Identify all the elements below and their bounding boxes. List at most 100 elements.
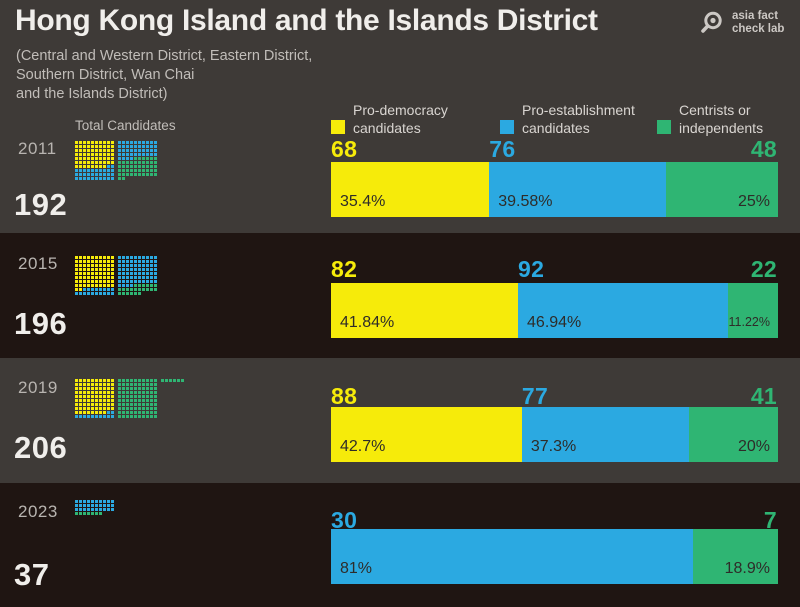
green-dot (150, 169, 153, 172)
green-dot (138, 284, 141, 287)
blue-dot (134, 276, 137, 279)
green-dot (173, 379, 176, 382)
yellow-dot (111, 272, 114, 275)
green-dot (154, 165, 157, 168)
blue-dot (79, 173, 82, 176)
green-dot (142, 415, 145, 418)
green-dot (181, 379, 184, 382)
yellow-dot (87, 411, 90, 414)
blue-dot (130, 260, 133, 263)
blue-dot (95, 504, 98, 507)
green-dot (154, 169, 157, 172)
blue-dot (134, 256, 137, 259)
blue-dot (122, 153, 125, 156)
blue-dot (95, 288, 98, 291)
green-dot (146, 387, 149, 390)
green-dot (118, 165, 121, 168)
green-dot (130, 391, 133, 394)
segment-count-blue: 77 (521, 383, 549, 409)
green-dot (138, 403, 141, 406)
total-candidates-label: Total Candidates (75, 118, 176, 133)
blue-dot (142, 141, 145, 144)
percent-label-blue: 39.58% (498, 193, 553, 210)
blue-dot (130, 284, 133, 287)
yellow-dot (95, 387, 98, 390)
blue-dot (122, 276, 125, 279)
blue-dot (130, 141, 133, 144)
yellow-dot (103, 284, 106, 287)
blue-dot (130, 280, 133, 283)
green-dot (122, 165, 125, 168)
green-dot (142, 288, 145, 291)
green-dot (126, 403, 129, 406)
yellow-dot (83, 387, 86, 390)
blue-dot (87, 169, 90, 172)
yellow-dot (107, 161, 110, 164)
blue-dot (103, 415, 106, 418)
green-dot (169, 379, 172, 382)
blue-dot (154, 272, 157, 275)
blue-dot (146, 268, 149, 271)
green-dot (138, 288, 141, 291)
yellow-dot (95, 383, 98, 386)
yellow-dot (107, 157, 110, 160)
green-dot (122, 391, 125, 394)
green-dot (138, 173, 141, 176)
blue-dot (111, 508, 114, 511)
yellow-dot (75, 141, 78, 144)
green-dot (134, 383, 137, 386)
green-dot (146, 399, 149, 402)
blue-dot (95, 415, 98, 418)
yellow-dot (91, 284, 94, 287)
blue-dot (111, 411, 114, 414)
page-title: Hong Kong Island and the Islands Distric… (15, 4, 598, 37)
total-count-2011: 192 (14, 187, 68, 222)
blue-dot (126, 256, 129, 259)
yellow-dot (75, 284, 78, 287)
blue-dot (134, 145, 137, 148)
yellow-dot (99, 141, 102, 144)
green-dot (150, 284, 153, 287)
bar-segment-green: 25% (666, 162, 778, 217)
yellow-dot (99, 395, 102, 398)
blue-dot (83, 500, 86, 503)
yellow-dot (107, 395, 110, 398)
green-dot (146, 395, 149, 398)
yellow-dot (75, 264, 78, 267)
blue-dot (154, 268, 157, 271)
yellow-dot (95, 276, 98, 279)
yellow-dot (75, 256, 78, 259)
blue-dot (138, 272, 141, 275)
blue-dot (95, 292, 98, 295)
green-dot (154, 399, 157, 402)
blue-dot (107, 508, 110, 511)
blue-dot (134, 280, 137, 283)
green-dot (138, 379, 141, 382)
green-dot (154, 395, 157, 398)
total-count-2019: 206 (14, 430, 68, 465)
green-dot (118, 383, 121, 386)
blue-dot (130, 256, 133, 259)
blue-dot (134, 260, 137, 263)
yellow-dot (103, 387, 106, 390)
yellow-dot (99, 157, 102, 160)
green-dot (122, 173, 125, 176)
green-dot (154, 284, 157, 287)
blue-dot (83, 508, 86, 511)
year-label-2011: 2011 (18, 139, 57, 158)
yellow-dot (83, 161, 86, 164)
yellow-dot (111, 399, 114, 402)
blue-dot (150, 141, 153, 144)
yellow-dot (87, 399, 90, 402)
bar-segment-blue: 46.94% (518, 283, 728, 338)
blue-dot (118, 157, 121, 160)
yellow-dot (75, 165, 78, 168)
yellow-dot (91, 399, 94, 402)
blue-dot (146, 272, 149, 275)
yellow-dot (75, 288, 78, 291)
green-dot (134, 157, 137, 160)
yellow-dot (107, 387, 110, 390)
yellow-dot (75, 276, 78, 279)
blue-dot (87, 292, 90, 295)
blue-dot (150, 149, 153, 152)
